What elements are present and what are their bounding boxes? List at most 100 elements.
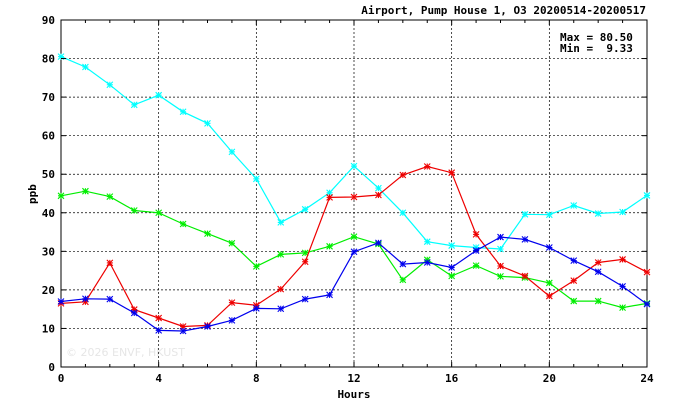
data-point (497, 233, 504, 241)
data-point (252, 262, 260, 270)
y-tick-label: 80 (42, 53, 55, 66)
data-point (277, 305, 285, 313)
data-point (301, 295, 309, 303)
data-point (423, 259, 431, 266)
data-point (643, 268, 651, 276)
data-point (155, 314, 163, 322)
data-point (228, 148, 236, 156)
x-tick-label: 0 (58, 372, 65, 385)
data-point (179, 108, 187, 116)
x-tick-label: 4 (155, 372, 162, 385)
data-point (155, 209, 163, 217)
y-tick-label: 30 (42, 245, 55, 258)
data-point (472, 262, 480, 269)
data-point (545, 279, 553, 287)
series-3 (57, 233, 651, 335)
data-point (204, 230, 211, 237)
data-point (545, 244, 553, 251)
data-point (619, 256, 626, 263)
data-point (570, 202, 578, 209)
data-point (326, 193, 333, 201)
y-tick-label: 70 (42, 91, 55, 104)
data-point (448, 272, 456, 280)
data-point (252, 175, 260, 183)
data-point (130, 207, 138, 214)
data-point (106, 295, 114, 303)
data-point (204, 119, 211, 127)
data-point (130, 309, 138, 317)
data-point (570, 277, 578, 285)
data-point (301, 205, 309, 213)
data-point (619, 304, 626, 312)
data-point (399, 276, 407, 284)
series-layer (57, 53, 651, 335)
data-point (57, 298, 65, 305)
data-point (643, 300, 651, 308)
data-point (155, 326, 163, 334)
data-point (106, 81, 114, 89)
data-point (179, 327, 187, 335)
data-point (619, 208, 626, 216)
data-point (497, 245, 504, 253)
min-annotation: Min = 9.33 (560, 42, 633, 55)
data-point (521, 210, 529, 218)
data-point (277, 285, 285, 293)
data-point (521, 272, 529, 280)
data-point (423, 238, 431, 246)
data-point (350, 248, 358, 256)
y-tick-label: 60 (42, 130, 55, 143)
data-point (594, 297, 602, 305)
data-point (375, 184, 382, 192)
data-point (350, 233, 358, 241)
tick-layer: 0 4 8 12 16 20 24 0 10 20 30 40 50 60 70 80 90 (42, 14, 654, 385)
data-point (57, 192, 65, 200)
x-tick-label: 20 (543, 372, 556, 385)
data-point (594, 259, 602, 266)
data-point (179, 220, 187, 228)
data-point (301, 249, 309, 257)
data-point (130, 101, 138, 109)
data-point (399, 209, 407, 217)
data-point (155, 91, 163, 99)
y-tick-label: 90 (42, 14, 55, 27)
x-tick-label: 12 (347, 372, 360, 385)
data-point (423, 163, 431, 170)
data-point (277, 219, 285, 226)
data-point (82, 295, 89, 303)
data-point (326, 242, 333, 250)
data-point (399, 260, 407, 268)
data-point (301, 258, 309, 266)
data-point (228, 316, 236, 324)
x-axis-label: Hours (337, 388, 370, 401)
y-axis-label: ppb (26, 184, 39, 204)
data-point (570, 257, 578, 264)
data-point (82, 63, 89, 71)
data-point (472, 247, 480, 254)
data-point (204, 323, 211, 330)
x-tick-label: 16 (445, 372, 459, 385)
data-point (106, 259, 114, 267)
data-point (228, 299, 236, 307)
data-point (619, 283, 626, 290)
x-tick-label: 8 (253, 372, 260, 385)
data-point (326, 291, 333, 299)
y-tick-label: 20 (42, 284, 55, 297)
y-tick-label: 10 (42, 322, 55, 335)
data-point (375, 239, 382, 247)
data-point (594, 210, 602, 217)
chart-title: Airport, Pump House 1, O3 20200514-20200… (361, 4, 646, 17)
data-point (448, 242, 456, 249)
y-tick-label: 40 (42, 207, 55, 220)
data-point (350, 193, 358, 201)
data-point (277, 251, 285, 258)
data-point (399, 171, 407, 179)
data-point (545, 211, 553, 219)
x-tick-label: 24 (640, 372, 654, 385)
data-point (350, 162, 358, 170)
data-point (448, 264, 456, 271)
data-point (228, 239, 236, 247)
max-annotation: Max = 80.50 (560, 31, 633, 44)
y-tick-label: 0 (48, 361, 55, 374)
data-point (497, 262, 504, 270)
